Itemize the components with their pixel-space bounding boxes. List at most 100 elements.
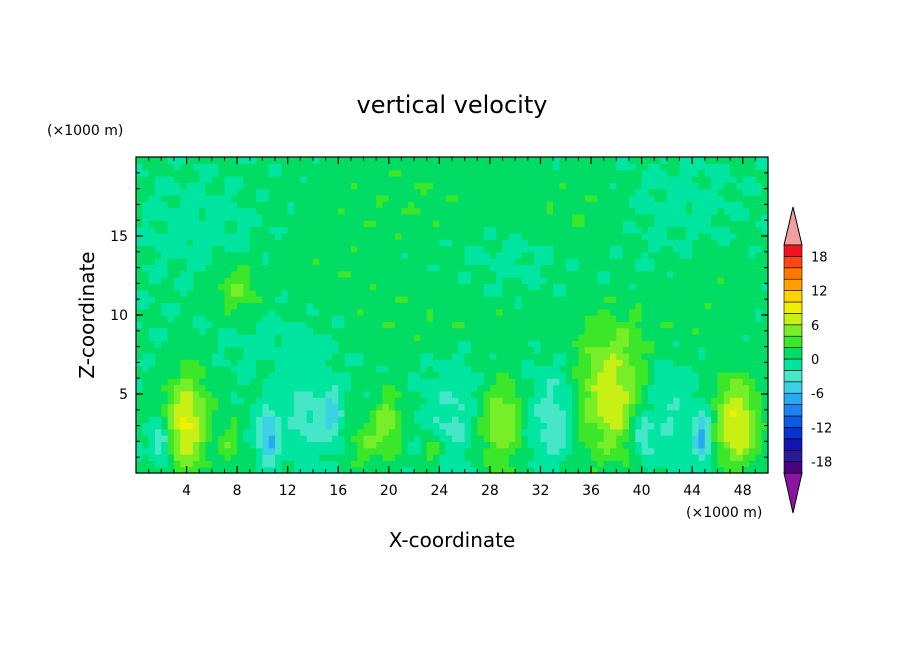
- heatmap-cell: [211, 447, 219, 455]
- heatmap-cell: [477, 321, 485, 329]
- heatmap-cell: [736, 441, 744, 449]
- heatmap-cell: [275, 182, 282, 190]
- heatmap-cell: [224, 422, 232, 430]
- heatmap-cell: [300, 289, 308, 297]
- heatmap-cell: [704, 390, 712, 398]
- heatmap-cell: [635, 283, 643, 291]
- heatmap-cell: [344, 422, 352, 430]
- heatmap-cell: [603, 422, 611, 430]
- heatmap-cell: [401, 163, 409, 171]
- heatmap-cell: [205, 378, 213, 386]
- heatmap-cell: [502, 302, 510, 310]
- heatmap-cell: [635, 245, 643, 253]
- heatmap-cell: [578, 270, 586, 278]
- heatmap-cell: [515, 194, 523, 202]
- heatmap-cell: [312, 371, 320, 379]
- heatmap-cell: [496, 466, 504, 474]
- heatmap-cell: [306, 232, 314, 240]
- heatmap-cell: [161, 340, 169, 348]
- heatmap-cell: [483, 264, 491, 272]
- heatmap-cell: [439, 327, 447, 335]
- heatmap-cell: [616, 435, 624, 442]
- heatmap-cell: [527, 352, 535, 360]
- heatmap-cell: [742, 194, 750, 202]
- heatmap-cell: [622, 270, 630, 278]
- heatmap-cell: [679, 239, 687, 247]
- heatmap-cell: [357, 384, 365, 392]
- heatmap-cell: [755, 283, 763, 291]
- heatmap-cell: [300, 213, 308, 221]
- heatmap-cell: [534, 327, 542, 335]
- heatmap-cell: [173, 403, 181, 411]
- heatmap-cell: [572, 435, 579, 442]
- heatmap-cell: [546, 258, 554, 266]
- heatmap-cell: [458, 226, 466, 234]
- heatmap-cell: [306, 207, 314, 215]
- heatmap-cell: [218, 454, 226, 461]
- heatmap-cell: [572, 403, 579, 411]
- heatmap-cell: [527, 346, 535, 354]
- heatmap-cell: [382, 409, 390, 417]
- heatmap-cell: [218, 409, 226, 417]
- heatmap-cell: [515, 258, 523, 266]
- heatmap-cell: [698, 207, 706, 215]
- heatmap-cell: [679, 397, 687, 405]
- heatmap-cell: [350, 352, 358, 360]
- heatmap-cell: [489, 201, 497, 209]
- heatmap-cell: [142, 251, 150, 259]
- heatmap-cell: [565, 460, 573, 468]
- heatmap-cell: [287, 435, 295, 442]
- heatmap-cell: [470, 251, 478, 259]
- heatmap-cell: [167, 302, 175, 310]
- heatmap-cell: [237, 277, 245, 284]
- heatmap-cell: [698, 435, 706, 442]
- heatmap-cell: [445, 207, 453, 215]
- heatmap-cell: [420, 454, 428, 461]
- heatmap-cell: [502, 277, 510, 284]
- heatmap-cell: [211, 308, 219, 316]
- heatmap-cell: [578, 327, 586, 335]
- heatmap-cell: [521, 264, 529, 272]
- heatmap-cell: [192, 289, 200, 297]
- heatmap-cell: [230, 422, 238, 430]
- heatmap-cell: [470, 397, 478, 405]
- heatmap-cell: [628, 466, 636, 474]
- heatmap-cell: [350, 422, 358, 430]
- heatmap-cell: [496, 226, 504, 234]
- heatmap-cell: [192, 264, 200, 272]
- heatmap-cell: [237, 365, 245, 373]
- heatmap-cell: [755, 207, 763, 215]
- heatmap-cell: [154, 422, 162, 430]
- heatmap-cell: [717, 289, 725, 297]
- heatmap-cell: [287, 327, 295, 335]
- heatmap-cell: [230, 321, 238, 329]
- heatmap-cell: [275, 207, 282, 215]
- heatmap-cell: [534, 308, 542, 316]
- heatmap-cell: [249, 359, 257, 367]
- heatmap-cell: [369, 435, 377, 442]
- heatmap-cell: [142, 333, 150, 341]
- heatmap-cell: [546, 435, 554, 442]
- heatmap-cell: [192, 327, 200, 335]
- heatmap-cell: [401, 270, 409, 278]
- heatmap-cell: [540, 327, 548, 335]
- heatmap-cell: [508, 409, 516, 417]
- heatmap-cell: [338, 264, 346, 272]
- heatmap-cell: [673, 213, 681, 221]
- heatmap-cell: [496, 296, 504, 303]
- heatmap-cell: [654, 435, 662, 442]
- heatmap-cell: [610, 352, 617, 360]
- heatmap-cell: [230, 245, 238, 253]
- heatmap-cell: [622, 441, 630, 449]
- heatmap-cell: [736, 359, 744, 367]
- heatmap-cell: [489, 296, 497, 303]
- heatmap-cell: [439, 409, 447, 417]
- heatmap-cell: [597, 207, 605, 215]
- heatmap-cell: [723, 239, 731, 247]
- heatmap-cell: [186, 371, 194, 379]
- heatmap-cell: [553, 409, 561, 417]
- heatmap-cell: [294, 327, 301, 335]
- heatmap-cell: [414, 232, 421, 240]
- heatmap-cell: [161, 447, 169, 455]
- heatmap-cell: [142, 201, 150, 209]
